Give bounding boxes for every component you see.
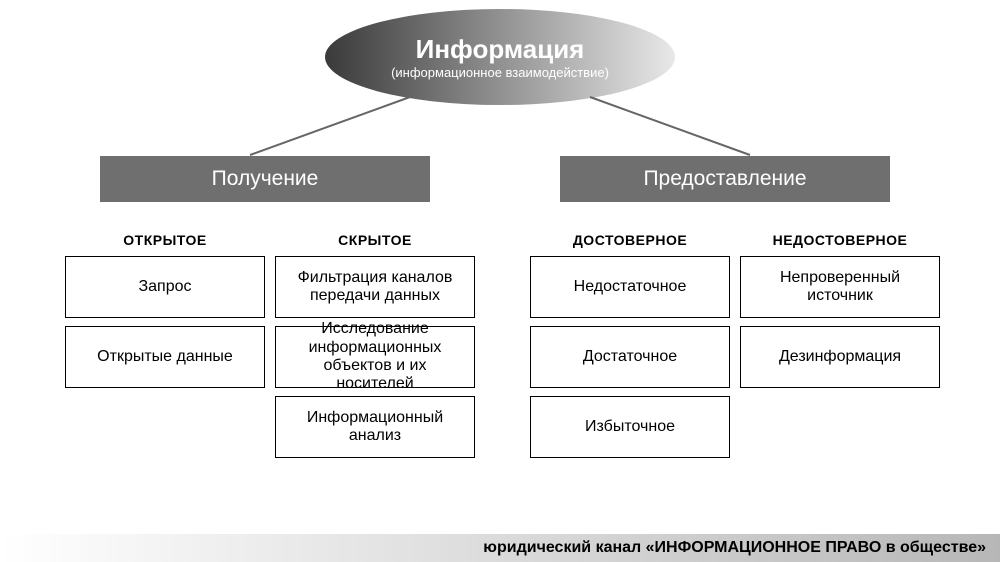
item-label: Достаточное	[583, 348, 677, 366]
item-label: Информационный анализ	[284, 409, 466, 446]
item-label: Избыточное	[585, 418, 675, 436]
branch-box-right: Предоставление	[560, 156, 890, 202]
column-header-unreliable: НЕДОСТОВЕРНОЕ	[740, 232, 940, 248]
item-box: Открытые данные	[65, 326, 265, 388]
item-box: Запрос	[65, 256, 265, 318]
item-label: Открытые данные	[97, 348, 233, 366]
item-label: Фильтрация каналов передачи данных	[284, 269, 466, 306]
column-header-reliable: ДОСТОВЕРНОЕ	[530, 232, 730, 248]
item-box: Избыточное	[530, 396, 730, 458]
item-label: Дезинформация	[779, 348, 901, 366]
item-box: Исследование информационных объектов и и…	[275, 326, 475, 388]
column-header-open: ОТКРЫТОЕ	[65, 232, 265, 248]
root-subtitle: (информационное взаимодействие)	[391, 65, 609, 80]
item-box: Фильтрация каналов передачи данных	[275, 256, 475, 318]
item-label: Запрос	[138, 278, 191, 296]
item-box: Дезинформация	[740, 326, 940, 388]
root-title: Информация	[416, 34, 585, 65]
item-box: Достаточное	[530, 326, 730, 388]
branch-box-left: Получение	[100, 156, 430, 202]
item-label: Непроверенный источник	[749, 269, 931, 306]
item-label: Недостаточное	[574, 278, 687, 296]
item-box: Непроверенный источник	[740, 256, 940, 318]
footer-bar: юридический канал «ИНФОРМАЦИОННОЕ ПРАВО …	[0, 534, 1000, 562]
diagram-canvas: { "canvas": { "width": 1000, "height": 5…	[0, 0, 1000, 562]
column-header-hidden: СКРЫТОЕ	[275, 232, 475, 248]
item-label: Исследование информационных объектов и и…	[284, 320, 466, 394]
footer-text: юридический канал «ИНФОРМАЦИОННОЕ ПРАВО …	[483, 539, 986, 557]
root-ellipse: Информация (информационное взаимодействи…	[325, 9, 675, 105]
item-box: Недостаточное	[530, 256, 730, 318]
branch-label: Предоставление	[643, 167, 806, 191]
branch-label: Получение	[212, 167, 319, 191]
item-box: Информационный анализ	[275, 396, 475, 458]
